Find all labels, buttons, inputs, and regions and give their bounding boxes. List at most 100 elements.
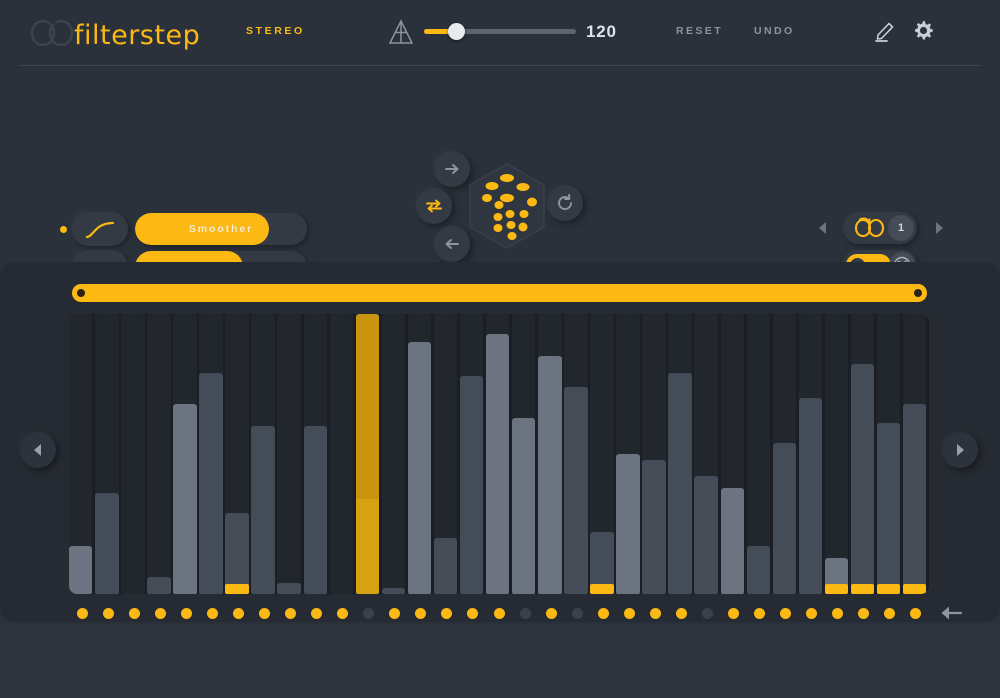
reset-button[interactable]: RESET (676, 25, 724, 37)
step-cell[interactable] (329, 314, 354, 594)
sequencer-next-page-button[interactable] (942, 432, 978, 468)
step-bar[interactable] (694, 476, 718, 594)
step-bar[interactable] (772, 442, 797, 594)
step-bar-accent[interactable] (824, 584, 849, 594)
dice-swap-button[interactable] (416, 188, 452, 224)
step-dot[interactable] (389, 608, 401, 619)
step-dot[interactable] (675, 608, 687, 619)
curve-button-ease-out[interactable] (72, 212, 128, 246)
step-bar[interactable] (720, 487, 744, 594)
step-bar-accent[interactable] (850, 584, 875, 594)
slider-smoother[interactable]: Smoother Smoother (135, 213, 307, 245)
step-cell[interactable] (69, 314, 93, 594)
step-bar[interactable] (642, 459, 666, 594)
step-bar[interactable] (95, 493, 119, 594)
dice-shift-right-button[interactable] (434, 151, 470, 187)
step-dot[interactable] (728, 608, 740, 619)
step-bar-accent[interactable] (902, 584, 927, 594)
step-bar[interactable] (407, 342, 432, 594)
step-bar[interactable] (538, 356, 562, 594)
step-dot[interactable] (597, 608, 609, 619)
step-bar-accent[interactable] (225, 584, 249, 594)
step-dot[interactable] (623, 608, 635, 619)
step-dot[interactable] (701, 608, 713, 619)
range-handle-start[interactable] (77, 289, 85, 297)
step-bar[interactable] (173, 403, 197, 594)
pencil-edit-icon[interactable] (872, 17, 898, 43)
step-dot[interactable] (258, 608, 270, 619)
step-cell[interactable] (381, 314, 406, 594)
step-bar-accent[interactable] (590, 584, 614, 594)
step-dot[interactable] (206, 608, 218, 619)
step-bar[interactable] (798, 398, 823, 594)
step-cell[interactable] (746, 314, 771, 594)
step-bar[interactable] (381, 588, 406, 594)
step-dots-row[interactable] (69, 604, 929, 626)
step-dot[interactable] (285, 608, 296, 619)
step-cell[interactable] (121, 314, 145, 594)
step-cell[interactable] (147, 314, 171, 594)
step-cell[interactable] (824, 314, 849, 594)
step-dot[interactable] (363, 608, 375, 619)
step-dot[interactable] (154, 608, 166, 619)
step-cell[interactable] (277, 314, 301, 594)
tempo-slider[interactable] (424, 23, 576, 40)
loop-mode-control[interactable]: 1 (843, 212, 917, 244)
step-bar[interactable] (850, 364, 875, 594)
triangle-wave-icon[interactable] (384, 15, 418, 49)
step-dot[interactable] (441, 608, 453, 619)
step-bar[interactable] (69, 546, 93, 594)
step-bar[interactable] (147, 577, 171, 594)
step-cell[interactable] (433, 314, 458, 594)
step-bar[interactable] (616, 454, 640, 594)
step-bar[interactable] (590, 532, 614, 594)
step-bar[interactable] (199, 372, 223, 594)
step-dot[interactable] (910, 608, 922, 619)
step-bar[interactable] (433, 538, 458, 594)
step-bar[interactable] (225, 512, 249, 594)
loop-next-button[interactable] (932, 219, 946, 237)
step-bar[interactable] (303, 426, 327, 594)
range-bar[interactable] (72, 284, 927, 302)
step-bar[interactable] (746, 546, 771, 594)
step-dot[interactable] (467, 608, 479, 619)
step-dot[interactable] (128, 608, 140, 619)
step-bar[interactable] (459, 375, 484, 594)
step-dot[interactable] (780, 608, 792, 619)
step-bar[interactable] (512, 417, 536, 594)
step-bar[interactable] (876, 423, 901, 594)
gear-settings-icon[interactable] (911, 18, 936, 43)
step-dot[interactable] (102, 608, 114, 619)
step-grid[interactable] (69, 314, 929, 594)
step-bar[interactable] (277, 582, 301, 594)
dice-shift-left-button[interactable] (434, 226, 470, 262)
step-bar[interactable] (485, 333, 510, 594)
step-dot[interactable] (571, 608, 583, 619)
tempo-slider-knob[interactable] (448, 23, 465, 40)
loop-prev-button[interactable] (816, 219, 830, 237)
undo-button[interactable]: UNDO (754, 25, 795, 37)
step-bar[interactable] (355, 314, 380, 594)
step-dot[interactable] (337, 608, 349, 619)
step-dot[interactable] (858, 608, 870, 619)
dice-reset-button[interactable] (547, 185, 583, 221)
sequencer-prev-page-button[interactable] (20, 432, 56, 468)
step-dot[interactable] (519, 608, 531, 619)
step-dot[interactable] (754, 608, 766, 619)
step-dot[interactable] (415, 608, 427, 619)
step-bar[interactable] (251, 426, 275, 594)
dots-reset-button[interactable] (938, 602, 964, 624)
step-dot[interactable] (806, 608, 818, 619)
step-bar[interactable] (902, 403, 927, 594)
step-dot[interactable] (232, 608, 244, 619)
step-dot[interactable] (545, 608, 557, 619)
range-handle-end[interactable] (914, 289, 922, 297)
step-dot[interactable] (76, 608, 88, 619)
step-bar[interactable] (564, 386, 588, 594)
step-bar-accent[interactable] (876, 584, 901, 594)
hexagon-dice-icon[interactable] (466, 162, 548, 250)
step-dot[interactable] (649, 608, 661, 619)
step-dot[interactable] (493, 608, 505, 619)
step-bar[interactable] (668, 372, 692, 594)
step-dot[interactable] (884, 608, 896, 619)
